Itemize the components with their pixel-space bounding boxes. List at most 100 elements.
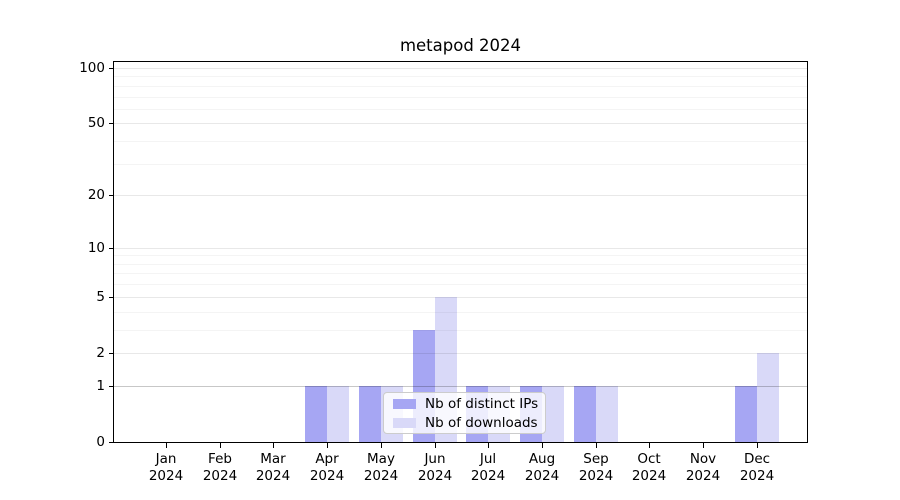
x-tick-label: Jan 2024: [134, 451, 198, 485]
x-tick-label: Dec 2024: [725, 451, 789, 485]
gridline-minor: [114, 109, 807, 110]
gridline-minor: [114, 273, 807, 274]
gridline-minor: [114, 330, 807, 331]
gridline-major: [114, 248, 807, 249]
y-tick-label: 100: [79, 60, 105, 76]
gridline-minor: [114, 76, 807, 77]
gridline-major: [114, 297, 807, 298]
gridline-minor: [114, 255, 807, 256]
x-tick-year: 2024: [631, 468, 667, 484]
bar-downloads: [756, 352, 779, 442]
gridline-minor: [114, 86, 807, 87]
x-tick-month: Sep: [583, 451, 609, 467]
x-tick-year: 2024: [202, 468, 238, 484]
x-tick-month: Oct: [637, 451, 661, 467]
x-tick-year: 2024: [148, 468, 184, 484]
y-tick-label: 5: [96, 289, 105, 305]
x-tick-month: Nov: [689, 451, 717, 467]
gridline-minor: [114, 284, 807, 285]
legend: Nb of distinct IPs Nb of downloads: [383, 392, 546, 434]
x-tick: [435, 443, 436, 448]
x-tick-month: Jul: [479, 451, 497, 467]
x-tick: [757, 443, 758, 448]
x-tick-label: Nov 2024: [671, 451, 735, 485]
bar-downloads: [595, 385, 618, 442]
x-tick-month: Apr: [315, 451, 339, 467]
y-tick-label: 50: [87, 115, 105, 131]
x-tick: [166, 443, 167, 448]
x-tick: [649, 443, 650, 448]
x-tick-label: Apr 2024: [295, 451, 359, 485]
x-tick-year: 2024: [685, 468, 721, 484]
gridline-major: [114, 353, 807, 354]
gridline-major: [114, 68, 807, 69]
x-tick: [703, 443, 704, 448]
legend-item-downloads: Nb of downloads: [393, 414, 538, 431]
bar-downloads: [327, 385, 350, 442]
x-tick: [542, 443, 543, 448]
x-tick: [488, 443, 489, 448]
bar-downloads: [541, 385, 564, 442]
y-tick-label: 0: [96, 434, 105, 450]
legend-item-distinct-ips: Nb of distinct IPs: [393, 395, 539, 412]
y-tick-label: 1: [96, 378, 105, 394]
gridline-major: [114, 123, 807, 124]
x-tick-month: Aug: [528, 451, 556, 467]
x-tick: [596, 443, 597, 448]
y-tick-label: 20: [87, 187, 105, 203]
gridline-minor: [114, 312, 807, 313]
x-tick-year: 2024: [255, 468, 291, 484]
y-tick: [109, 442, 113, 443]
x-tick-label: Oct 2024: [617, 451, 681, 485]
x-tick: [220, 443, 221, 448]
gridline-minor: [114, 97, 807, 98]
x-tick: [327, 443, 328, 448]
x-tick-label: Jun 2024: [403, 451, 467, 485]
gridline-minor: [114, 264, 807, 265]
x-tick-year: 2024: [578, 468, 614, 484]
y-tick-label: 10: [87, 240, 105, 256]
legend-swatch-downloads: [393, 417, 416, 428]
x-tick: [381, 443, 382, 448]
x-tick-label: May 2024: [349, 451, 413, 485]
bar-distinct-ips: [734, 385, 757, 442]
bar-distinct-ips: [358, 385, 381, 442]
x-tick-month: Feb: [208, 451, 232, 467]
plot-area: [113, 61, 808, 443]
gridline-major: [114, 195, 807, 196]
y-tick: [109, 353, 113, 354]
x-tick-year: 2024: [417, 468, 453, 484]
y-tick: [109, 248, 113, 249]
y-tick: [109, 297, 113, 298]
x-tick-label: Mar 2024: [241, 451, 305, 485]
y-tick: [109, 68, 113, 69]
legend-label-downloads: Nb of downloads: [425, 414, 538, 431]
x-tick: [273, 443, 274, 448]
y-tick: [109, 386, 113, 387]
x-tick-year: 2024: [524, 468, 560, 484]
gridline-minor: [114, 141, 807, 142]
x-tick-year: 2024: [309, 468, 345, 484]
legend-label-distinct-ips: Nb of distinct IPs: [425, 395, 539, 412]
x-tick-month: Jun: [424, 451, 446, 467]
bar-distinct-ips: [305, 385, 328, 442]
x-tick-label: Feb 2024: [188, 451, 252, 485]
x-tick-month: May: [367, 451, 395, 467]
x-tick-label: Sep 2024: [564, 451, 628, 485]
gridline-major: [114, 386, 807, 387]
x-tick-year: 2024: [363, 468, 399, 484]
x-tick-month: Dec: [743, 451, 771, 467]
y-tick-label: 2: [96, 345, 105, 361]
gridline-minor: [114, 164, 807, 165]
x-tick-year: 2024: [470, 468, 506, 484]
legend-swatch-distinct-ips: [393, 398, 416, 409]
x-tick-label: Aug 2024: [510, 451, 574, 485]
y-tick: [109, 123, 113, 124]
x-tick-year: 2024: [739, 468, 775, 484]
x-tick-month: Mar: [260, 451, 286, 467]
x-tick-label: Jul 2024: [456, 451, 520, 485]
chart-title: metapod 2024: [399, 36, 522, 55]
bar-distinct-ips: [573, 385, 596, 442]
x-tick-month: Jan: [155, 451, 177, 467]
